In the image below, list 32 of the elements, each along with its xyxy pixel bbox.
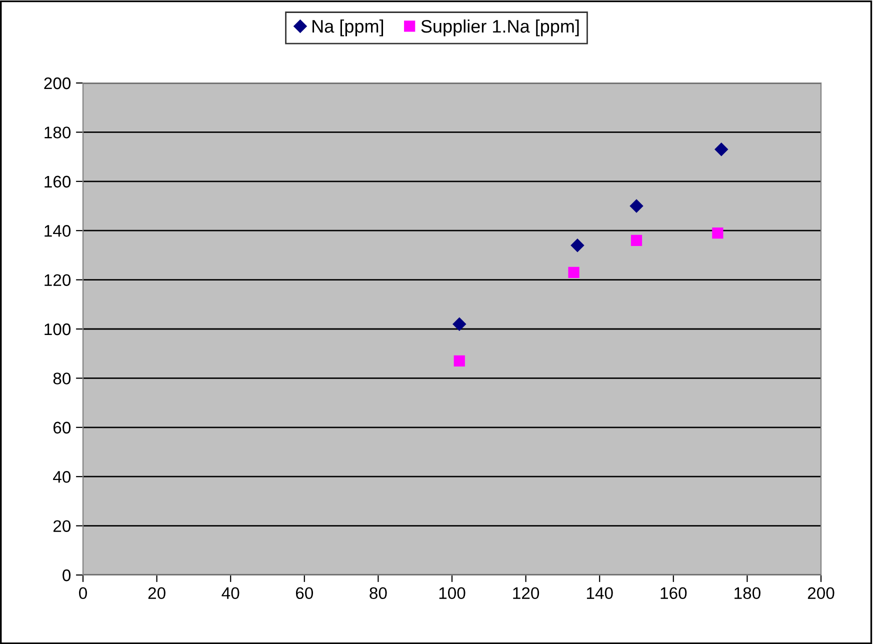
y-tick-label: 0	[62, 569, 71, 582]
point	[714, 142, 728, 156]
x-tick-label: 200	[808, 587, 834, 600]
y-tick-label: 100	[44, 323, 71, 336]
point	[712, 228, 724, 239]
point	[454, 355, 465, 367]
x-tick-label: 60	[296, 587, 314, 600]
x-tick-label: 40	[222, 587, 240, 600]
y-tick-label: 200	[44, 77, 71, 90]
x-tick-label: 120	[513, 587, 540, 600]
y-tick-label: 160	[44, 176, 71, 188]
x-tick-label: 140	[586, 587, 613, 600]
point	[452, 317, 466, 331]
x-tick-label: 160	[660, 587, 687, 600]
x-tick-label: 20	[148, 587, 166, 600]
point	[568, 266, 580, 278]
legend-label: Na [ppm]	[312, 19, 384, 36]
y-tick-label: 180	[44, 126, 71, 138]
x-tick-label: 100	[439, 587, 466, 600]
x-tick-label: 0	[79, 587, 87, 600]
legend-label: Supplier 1.Na [ppm]	[421, 19, 579, 36]
y-tick-label: 120	[44, 274, 71, 286]
y-tick-label: 80	[53, 372, 71, 384]
point	[570, 238, 584, 252]
x-tick-label: 80	[370, 587, 387, 600]
point	[630, 234, 642, 246]
y-tick-label: 140	[44, 225, 71, 237]
x-tick-label: 180	[734, 587, 760, 600]
y-tick-label: 20	[53, 520, 71, 532]
y-tick-label: 60	[54, 422, 71, 434]
y-tick-label: 40	[53, 471, 71, 483]
point	[630, 199, 644, 213]
